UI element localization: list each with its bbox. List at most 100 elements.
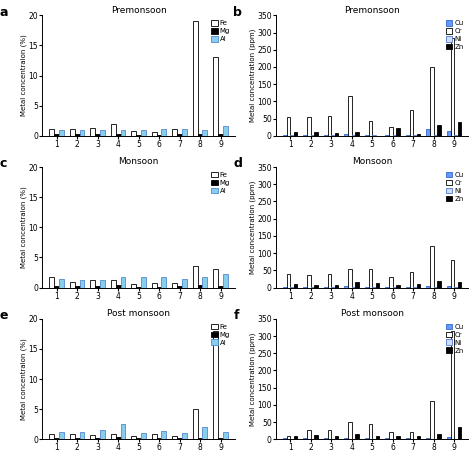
Bar (417, 284, 420, 288)
Bar (54, 134, 59, 136)
Bar (427, 129, 430, 136)
Y-axis label: Metal concentration (ppm): Metal concentration (ppm) (249, 333, 255, 426)
Title: Premonsoon: Premonsoon (111, 5, 166, 15)
Bar (355, 283, 359, 288)
Bar (458, 283, 461, 288)
Text: c: c (0, 158, 7, 170)
Bar (152, 284, 157, 288)
Bar (283, 438, 287, 439)
Bar (162, 431, 166, 439)
Bar (223, 125, 228, 136)
Bar (287, 436, 290, 439)
Bar (131, 131, 136, 136)
Bar (372, 135, 376, 136)
Y-axis label: Metal concentration (ppm): Metal concentration (ppm) (249, 29, 255, 122)
Title: Monsoon: Monsoon (118, 157, 159, 166)
Bar (120, 424, 125, 439)
Bar (218, 438, 223, 439)
Bar (335, 285, 338, 288)
Bar (157, 287, 162, 288)
Bar (413, 135, 417, 136)
Bar (223, 432, 228, 439)
Bar (385, 438, 389, 439)
Bar (120, 131, 125, 136)
Bar (100, 280, 105, 288)
Bar (410, 272, 413, 288)
Bar (328, 430, 331, 439)
Legend: Cu, Cr, Ni, Zn: Cu, Cr, Ni, Zn (445, 170, 465, 203)
Bar (100, 430, 105, 439)
Bar (410, 110, 413, 136)
Bar (141, 433, 146, 439)
Bar (355, 434, 359, 439)
Bar (198, 438, 202, 439)
Bar (369, 121, 372, 136)
Bar (392, 287, 396, 288)
Bar (193, 409, 198, 439)
Bar (162, 277, 166, 288)
Bar (173, 283, 177, 288)
Bar (70, 282, 75, 288)
Bar (413, 287, 417, 288)
Bar (365, 135, 369, 136)
Bar (437, 125, 441, 136)
Bar (80, 432, 84, 439)
Bar (303, 135, 307, 136)
Bar (417, 436, 420, 439)
Legend: Fe, Mg, Al: Fe, Mg, Al (210, 19, 231, 44)
Bar (331, 135, 335, 136)
Bar (365, 287, 369, 288)
Legend: Cu, Cr, Ni, Zn: Cu, Cr, Ni, Zn (445, 322, 465, 355)
Bar (355, 131, 359, 136)
Bar (447, 436, 450, 439)
Bar (283, 135, 287, 136)
Bar (80, 131, 84, 136)
Title: Post monsoon: Post monsoon (107, 309, 170, 318)
Bar (437, 434, 441, 439)
Bar (141, 131, 146, 136)
Bar (372, 287, 376, 288)
Bar (59, 278, 64, 288)
Bar (70, 434, 75, 439)
Bar (177, 134, 182, 136)
Bar (213, 58, 218, 136)
Bar (331, 287, 335, 288)
Bar (385, 287, 389, 288)
Bar (202, 131, 207, 136)
Bar (111, 280, 116, 288)
Bar (283, 287, 287, 288)
Bar (95, 134, 100, 136)
Bar (54, 286, 59, 288)
Bar (218, 134, 223, 136)
Bar (434, 135, 437, 136)
Bar (406, 135, 410, 136)
Bar (152, 435, 157, 439)
Bar (314, 435, 318, 439)
Bar (328, 116, 331, 136)
Bar (427, 286, 430, 288)
Bar (303, 438, 307, 439)
Bar (75, 134, 80, 136)
Bar (458, 122, 461, 136)
Legend: Fe, Mg, Al: Fe, Mg, Al (210, 170, 231, 195)
Bar (385, 135, 389, 136)
Bar (136, 287, 141, 288)
Bar (59, 432, 64, 439)
Bar (95, 438, 100, 439)
Bar (454, 287, 458, 288)
Bar (111, 124, 116, 136)
Bar (152, 131, 157, 136)
Bar (290, 287, 294, 288)
Bar (307, 430, 310, 439)
Bar (348, 422, 352, 439)
Text: a: a (0, 5, 9, 19)
Bar (376, 284, 379, 288)
Bar (287, 274, 290, 288)
Bar (182, 278, 187, 288)
Bar (198, 134, 202, 136)
Bar (307, 117, 310, 136)
Bar (120, 277, 125, 288)
Bar (324, 438, 328, 439)
Bar (131, 284, 136, 288)
Legend: Cu, Cr, Ni, Zn: Cu, Cr, Ni, Zn (445, 19, 465, 51)
